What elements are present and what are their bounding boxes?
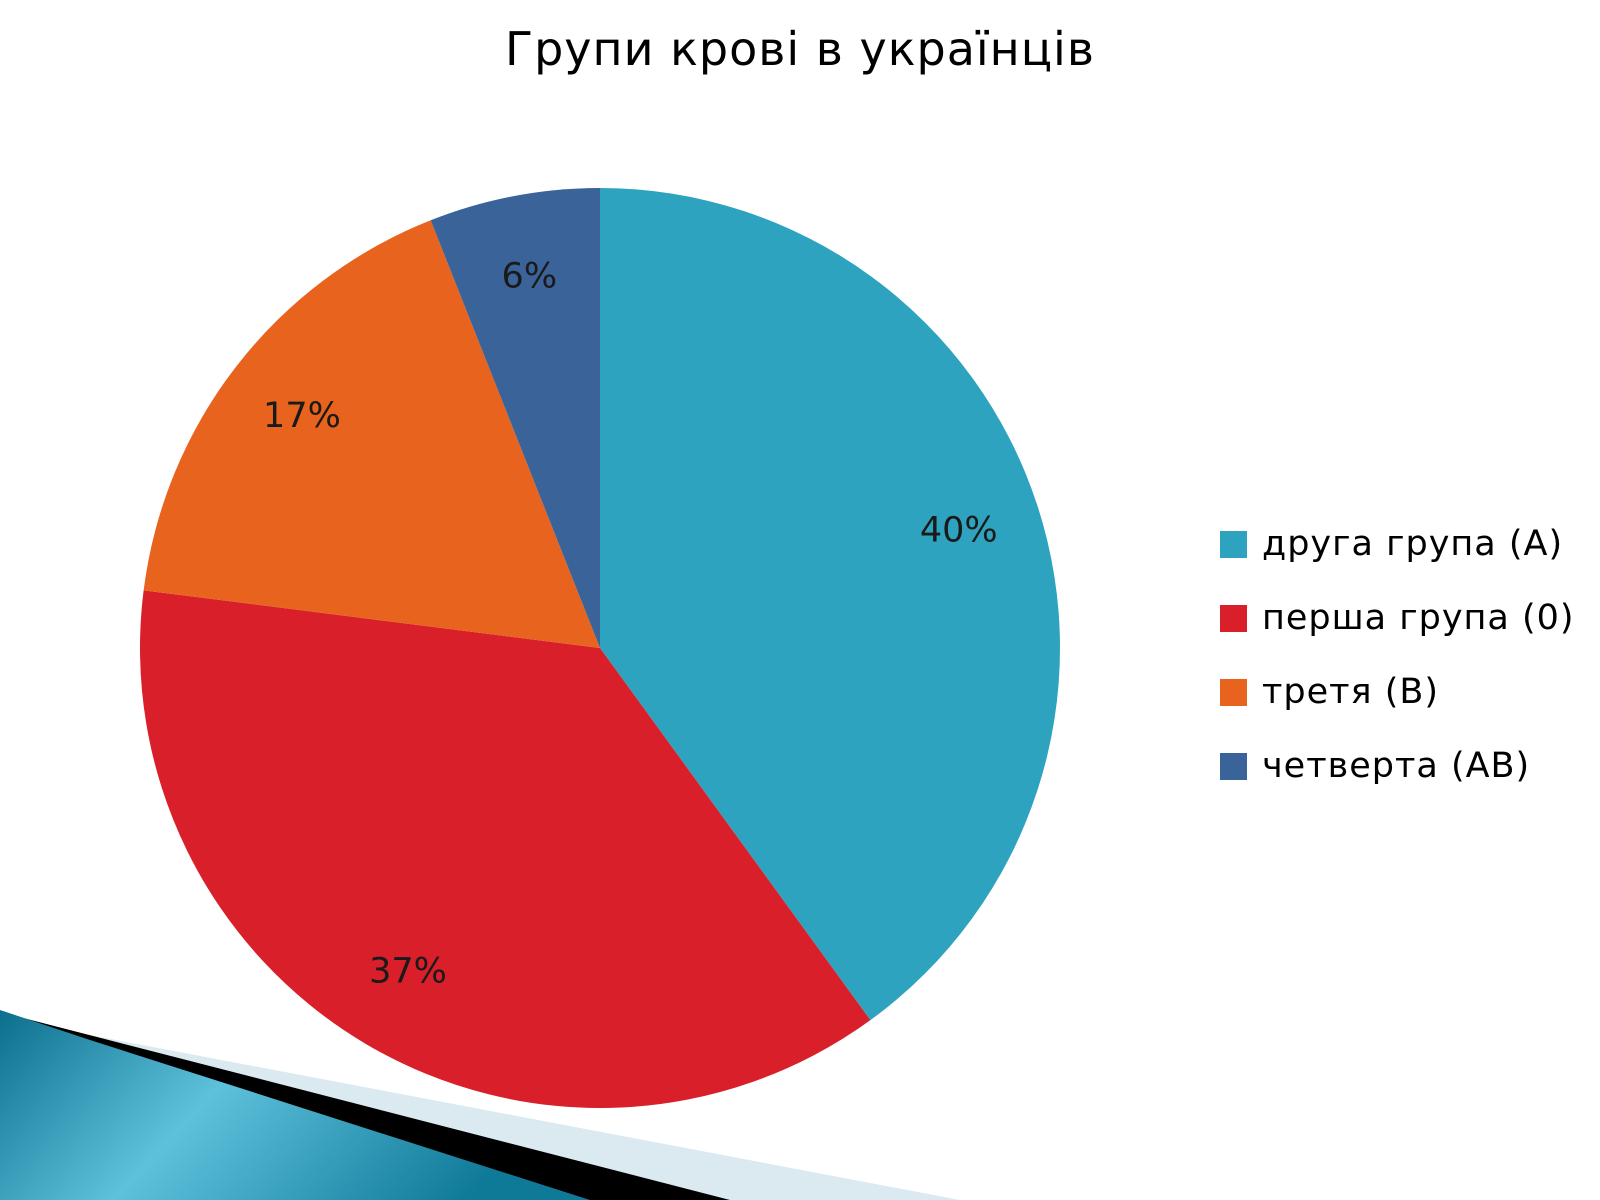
deco-blue-band <box>0 1010 590 1200</box>
legend-label-o: перша група (0) <box>1262 598 1575 638</box>
legend-item-a: друга група (A) <box>1220 507 1595 581</box>
legend-swatch-b <box>1220 678 1247 706</box>
legend: друга група (A) перша група (0) третя (B) ч… <box>1220 507 1595 803</box>
pie-slice-b <box>143 220 600 649</box>
slice-label-ab: 6% <box>502 256 558 296</box>
chart-title: Групи крові в українців <box>505 22 1095 76</box>
legend-swatch-o <box>1220 604 1247 632</box>
slice-label-o: 37% <box>369 952 447 992</box>
pie-slice-o <box>139 590 871 1108</box>
legend-label-a: друга група (A) <box>1262 524 1564 564</box>
pie-slice-ab <box>430 188 600 648</box>
legend-item-o: перша група (0) <box>1220 581 1595 655</box>
slice-label-b: 17% <box>263 396 341 436</box>
legend-item-ab: четверта (AB) <box>1220 729 1595 803</box>
legend-swatch-ab <box>1220 752 1247 780</box>
legend-label-ab: четверта (AB) <box>1262 746 1531 786</box>
legend-item-b: третя (B) <box>1220 655 1595 729</box>
legend-swatch-a <box>1220 530 1247 558</box>
legend-label-b: третя (B) <box>1262 672 1440 712</box>
slice-label-a: 40% <box>920 510 998 550</box>
pie-slice-a <box>600 188 1060 1021</box>
